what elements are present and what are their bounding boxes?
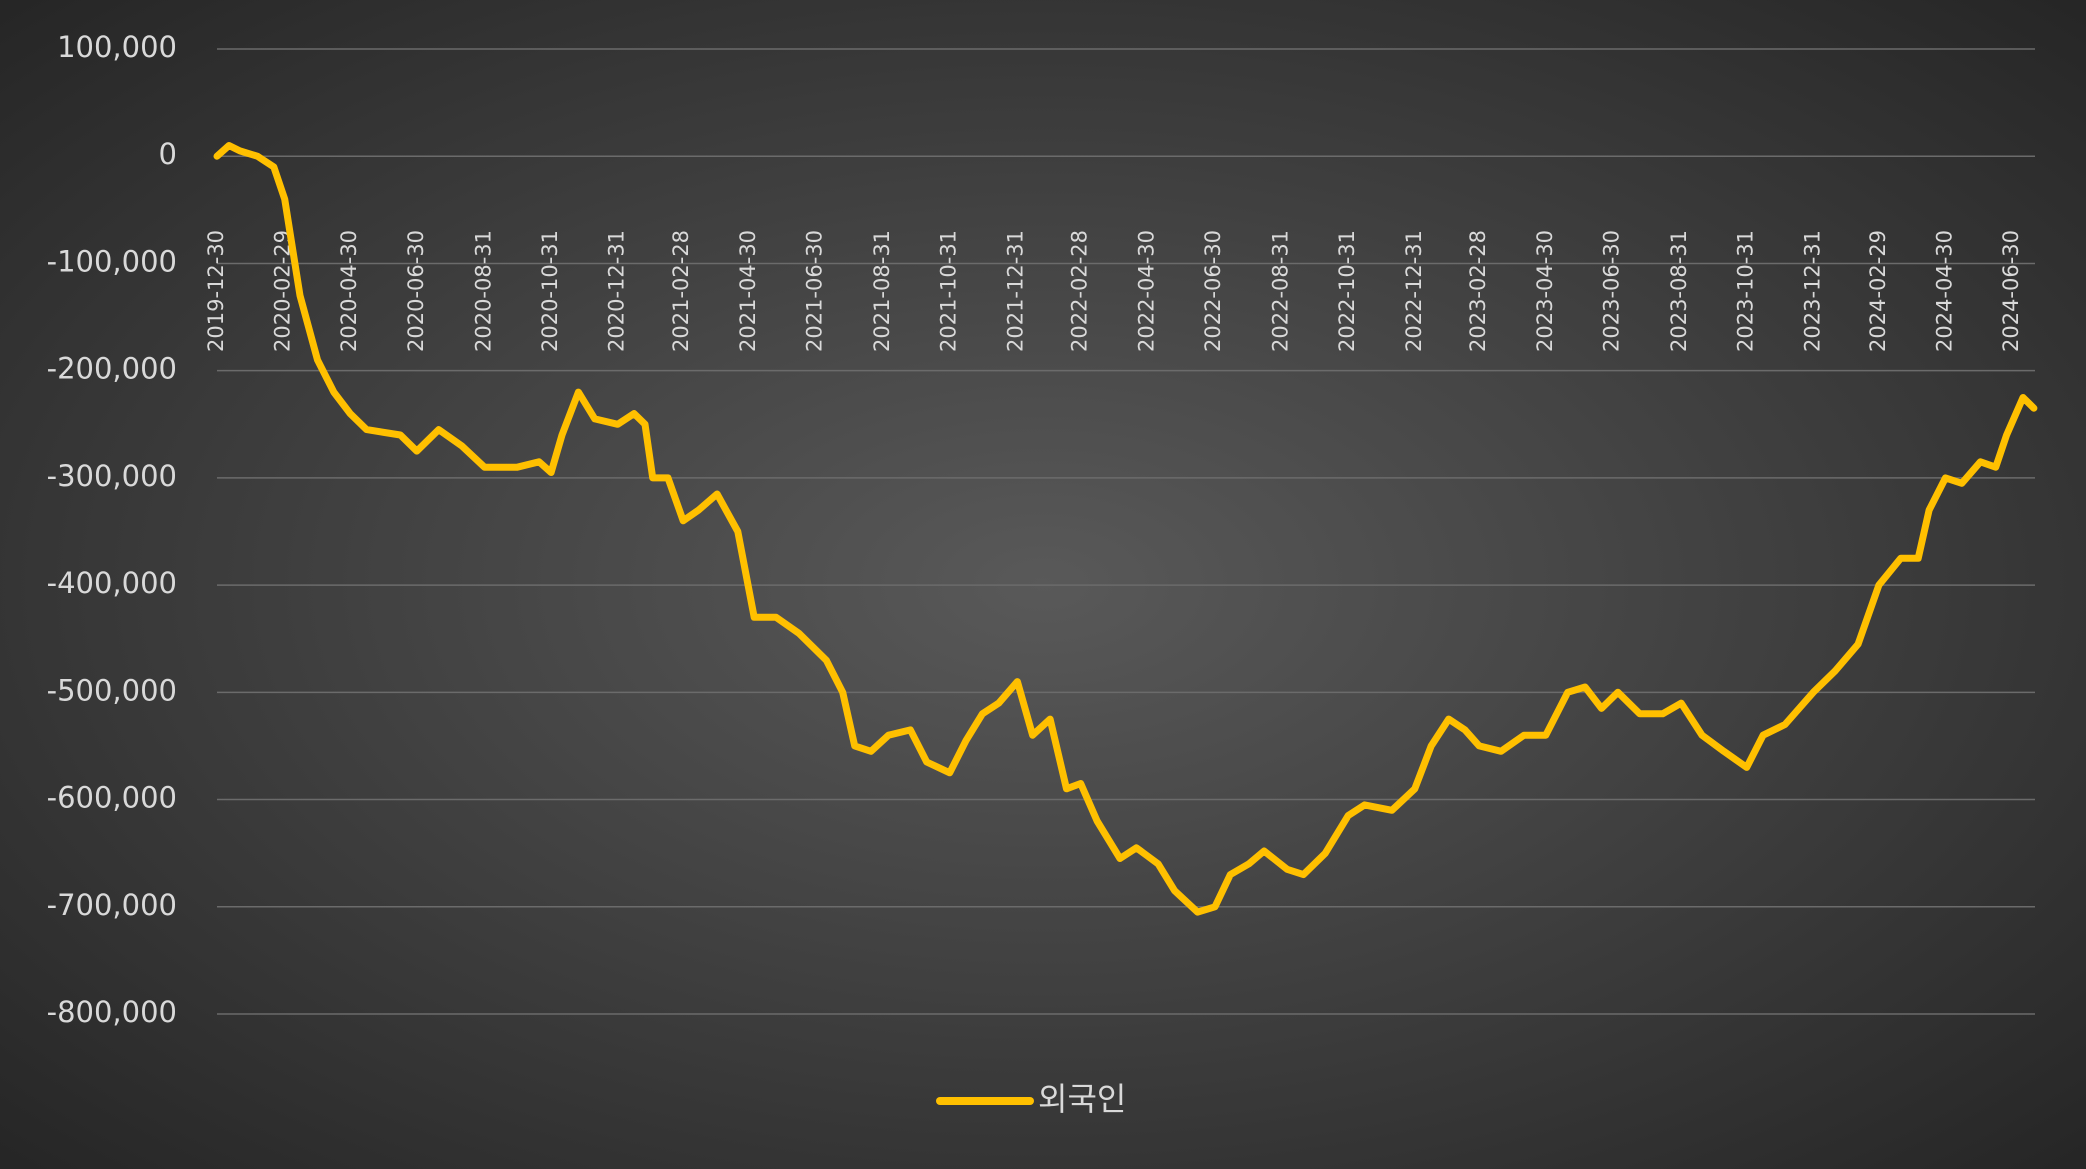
x-tick-label: 2023-04-30 [1533,230,1557,352]
y-tick-label: 0 [159,137,177,171]
y-tick-label: -400,000 [47,566,177,600]
data-line [213,142,2038,916]
x-tick-label: 2022-02-28 [1068,230,1092,352]
x-tick-label: 2023-02-28 [1466,230,1490,352]
x-tick-label: 2024-02-29 [1866,230,1890,352]
x-tick-label: 2022-06-30 [1201,230,1225,352]
x-tick-label: 2023-10-31 [1734,230,1758,352]
y-tick-label: -800,000 [47,995,177,1029]
x-tick-label: 2019-12-30 [204,230,228,352]
x-tick-label: 2023-06-30 [1599,230,1623,352]
x-tick-label: 2024-06-30 [1999,230,2023,352]
x-tick-label: 2024-04-30 [1932,230,1956,352]
y-tick-label: -100,000 [47,244,177,278]
legend-label: 외국인 [1038,1080,1126,1118]
x-tick-label: 2021-04-30 [736,230,760,352]
x-tick-label: 2020-08-31 [472,230,496,352]
y-tick-label: -200,000 [47,352,177,386]
y-tick-label: 100,000 [57,30,177,64]
x-tick-label: 2022-10-31 [1335,230,1359,352]
x-tick-label: 2023-12-31 [1800,230,1824,352]
x-tick-label: 2021-12-31 [1003,230,1027,352]
y-tick-label: -600,000 [47,781,177,815]
x-tick-label: 2022-04-30 [1134,230,1158,352]
x-tick-label: 2020-12-31 [605,230,629,352]
y-tick-label: -300,000 [47,459,177,493]
x-tick-label: 2020-06-30 [404,230,428,352]
x-tick-label: 2021-08-31 [870,230,894,352]
x-tick-label: 2021-02-28 [669,230,693,352]
x-tick-label: 2022-12-31 [1402,230,1426,352]
x-tick-label: 2021-10-31 [937,230,961,352]
x-tick-label: 2023-08-31 [1667,230,1691,352]
y-tick-label: -700,000 [47,888,177,922]
y-tick-label: -500,000 [47,673,177,707]
x-tick-label: 2022-08-31 [1269,230,1293,352]
x-tick-label: 2020-10-31 [538,230,562,352]
x-tick-label: 2021-06-30 [802,230,826,352]
x-tick-label: 2020-04-30 [337,230,361,352]
